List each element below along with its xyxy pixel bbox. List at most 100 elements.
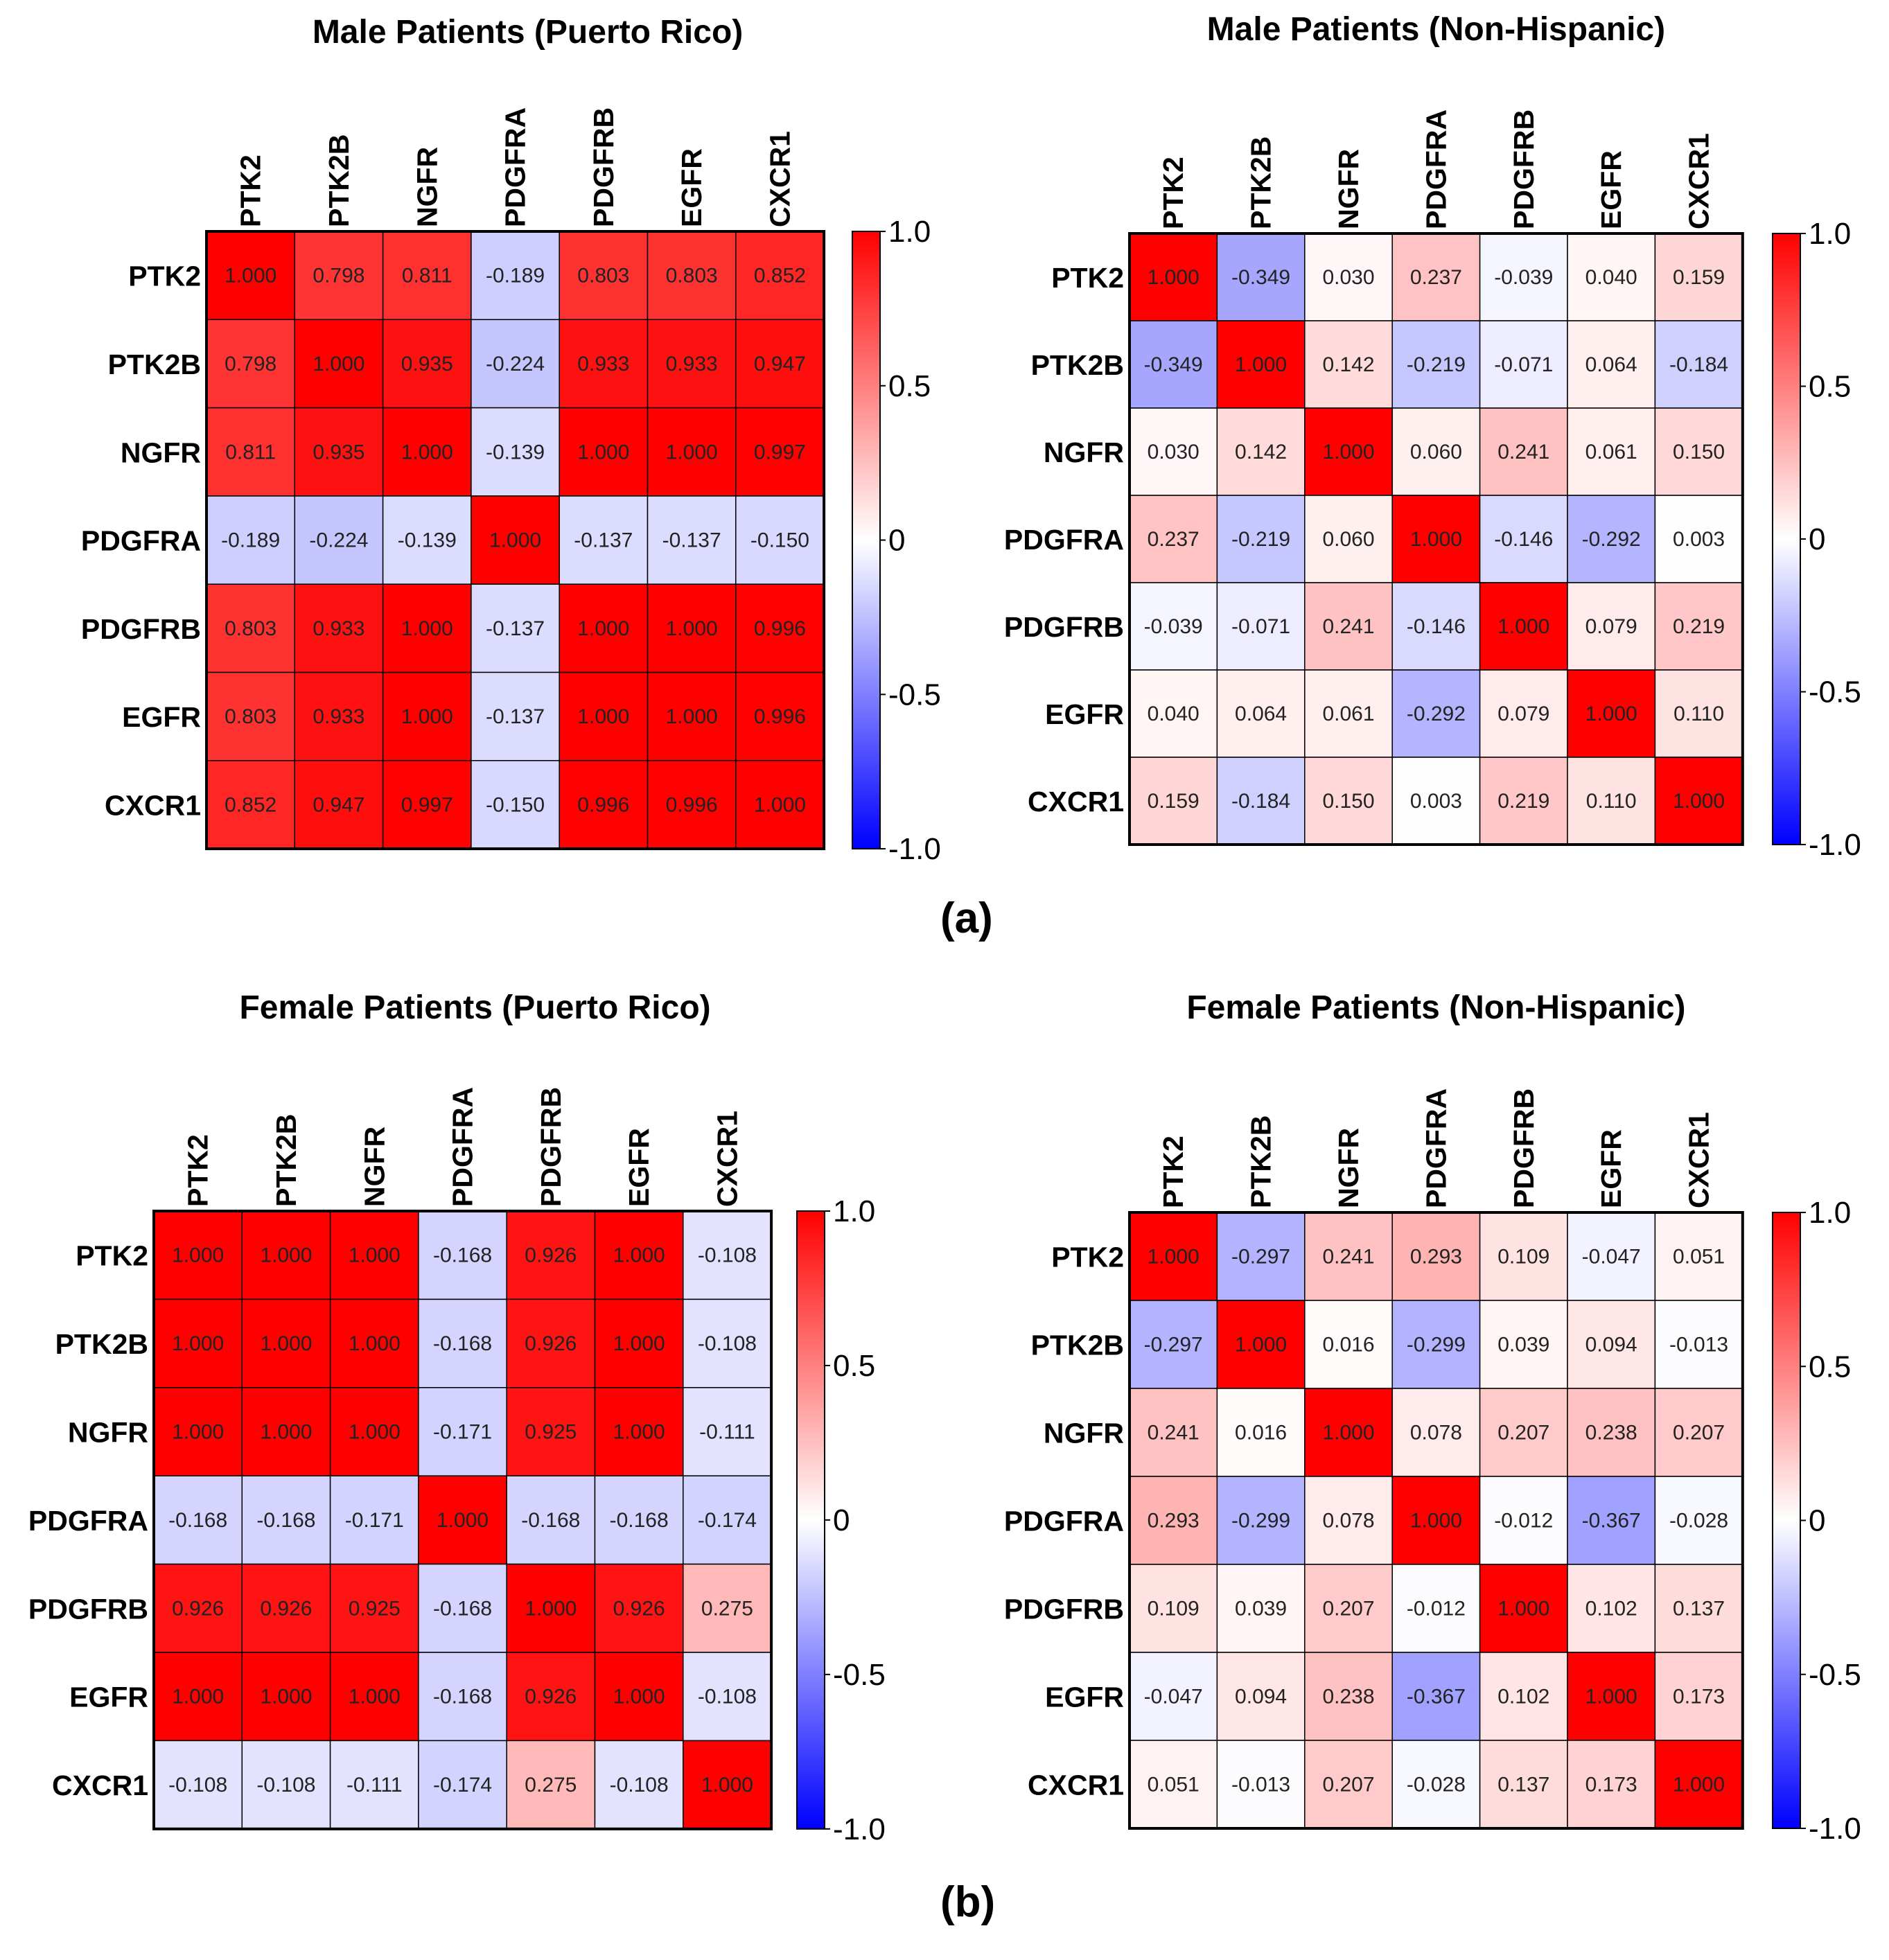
cell-value-label: -0.039 (1494, 266, 1553, 289)
heatmap-cell (329, 1298, 419, 1388)
cell-value-label: 0.040 (1585, 266, 1637, 289)
column-label: PDGFRB (535, 1087, 567, 1207)
cell-value-label: -0.013 (1669, 1334, 1728, 1357)
heatmap-cell (1654, 1564, 1743, 1653)
cell-value-label: 1.000 (525, 1597, 577, 1620)
colorbar (1772, 233, 1801, 845)
row-label: PDGFRA (28, 1505, 148, 1537)
cell-value-label: -0.137 (574, 529, 633, 552)
heatmap-cell (1129, 1740, 1218, 1829)
cell-value-label: 0.926 (613, 1597, 665, 1620)
cell-value-label: -0.168 (433, 1686, 492, 1709)
column-label: PDGFRA (447, 1087, 479, 1207)
cell-value-label: 1.000 (613, 1686, 665, 1709)
heatmap-cell (153, 1652, 243, 1742)
cell-value-label: -0.071 (1231, 615, 1290, 638)
heatmap-cell (647, 319, 737, 409)
cell-value-label: -0.168 (433, 1332, 492, 1355)
cell-value-label: 0.241 (1148, 1422, 1200, 1445)
cell-value-label: 0.926 (525, 1686, 577, 1709)
cell-value-label: 0.110 (1673, 703, 1724, 725)
colorbar-tick-label: 0 (1809, 522, 1825, 556)
column-label: PTK2B (1245, 1115, 1277, 1208)
cell-value-label: 1.000 (401, 617, 453, 640)
cell-value-label: 0.219 (1497, 790, 1549, 813)
cell-value-label: 0.996 (666, 793, 718, 816)
heatmap-cell (1129, 1300, 1218, 1389)
cell-value-label: 1.000 (1322, 441, 1374, 463)
heatmap-cell (1391, 320, 1481, 409)
cell-value-label: -0.047 (1582, 1246, 1641, 1269)
cell-value-label: 0.926 (172, 1597, 224, 1620)
cell-value-label: 0.852 (754, 265, 806, 288)
cell-value-label: 0.241 (1497, 441, 1549, 463)
cell-value-label: 0.275 (525, 1774, 577, 1796)
heatmap-cell (1216, 1652, 1306, 1741)
cell-value-label: 0.051 (1673, 1246, 1725, 1269)
cell-value-label: -0.111 (346, 1774, 403, 1796)
heatmap-cell (1479, 1388, 1568, 1477)
cell-value-label: -0.171 (433, 1421, 492, 1444)
colorbar-tick-label: 0.5 (888, 369, 931, 403)
heatmap-cell (1129, 1476, 1218, 1565)
cell-value-label: -0.367 (1582, 1510, 1641, 1533)
heatmap-cell (683, 1298, 772, 1388)
cell-value-label: 1.000 (349, 1332, 401, 1355)
heatmap-cell (294, 671, 384, 761)
cell-value-label: -0.349 (1144, 353, 1203, 376)
row-label: PTK2B (55, 1328, 148, 1360)
heatmap-panel-3: Female Patients (Puerto Rico) 1.000 1.000 1… (28, 989, 886, 1846)
colorbar-tick-label: 0.5 (1809, 370, 1851, 404)
heatmap-cell (647, 231, 737, 321)
colorbar-tick-label: -0.5 (1809, 676, 1861, 709)
cell-value-label: -0.168 (521, 1509, 580, 1532)
cell-value-label: 0.173 (1585, 1774, 1637, 1796)
cell-value-label: 0.078 (1322, 1510, 1374, 1533)
cell-value-label: 1.000 (1497, 615, 1549, 638)
colorbar-tick-label: 0.5 (833, 1349, 875, 1383)
heatmap-cell (1129, 1564, 1218, 1653)
cell-value-label: 0.064 (1235, 703, 1287, 725)
heatmap-cell (153, 1563, 243, 1653)
heatmap-cell (153, 1298, 243, 1388)
column-label: PTK2B (270, 1114, 302, 1207)
heatmap-cell (471, 407, 560, 497)
heatmap-cell (418, 1740, 507, 1830)
cell-value-label: 1.000 (666, 441, 718, 463)
heatmap-cell (241, 1740, 331, 1830)
heatmap-cell (1216, 1564, 1306, 1653)
cell-value-label: -0.108 (698, 1244, 757, 1267)
heatmap-cell (1567, 582, 1656, 671)
row-label: EGFR (1045, 1681, 1124, 1713)
colorbar-tick-label: -0.5 (833, 1658, 886, 1692)
heatmap-cell (1304, 1740, 1393, 1829)
cell-value-label: -0.367 (1407, 1686, 1466, 1709)
cell-value-label: 1.000 (260, 1332, 312, 1355)
cell-value-label: 0.947 (313, 793, 364, 816)
heatmap-cell (329, 1210, 419, 1300)
heatmap-cell (506, 1652, 596, 1742)
heatmap-cell (1479, 407, 1568, 496)
row-label: PDGFRA (1004, 1506, 1124, 1537)
heatmap-cell (1567, 1476, 1656, 1565)
cell-value-label: 0.016 (1322, 1334, 1374, 1357)
heatmap-cell (1391, 757, 1481, 845)
heatmap-cell (294, 231, 384, 321)
cell-value-label: 0.137 (1673, 1598, 1725, 1621)
heatmap-cell (1391, 582, 1481, 671)
heatmap-cell (1479, 1564, 1568, 1653)
cell-value-label: 0.207 (1322, 1598, 1374, 1621)
column-label: PDGFRA (1420, 1088, 1452, 1208)
cell-value-label: -0.219 (1407, 353, 1466, 376)
colorbar-tick-label: 0 (888, 524, 905, 558)
heatmap-cell (1567, 669, 1656, 758)
heatmap-cell (647, 495, 737, 585)
heatmap-cell (594, 1563, 684, 1653)
heatmap-cell (1479, 757, 1568, 845)
cell-value-label: 1.000 (401, 441, 453, 463)
heatmap-cell (471, 671, 560, 761)
cell-value-label: 0.102 (1585, 1598, 1637, 1621)
heatmap-title: Male Patients (Puerto Rico) (313, 14, 743, 51)
heatmap-cell (735, 583, 825, 673)
